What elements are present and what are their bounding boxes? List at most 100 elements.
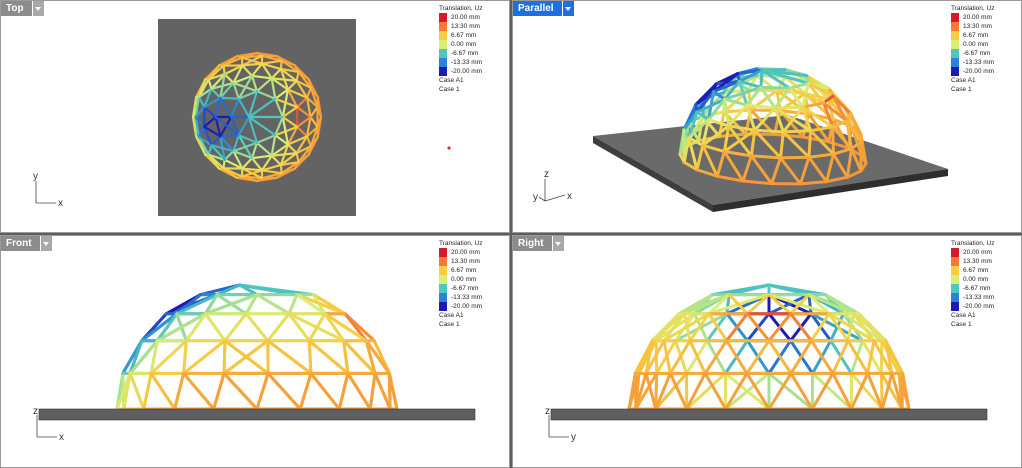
viewport-right[interactable]: Right z y Translation, Uz 20.00 mm 13.30 m… <box>512 235 1022 468</box>
axis-label-y: y <box>33 171 38 182</box>
dome-member <box>305 96 312 119</box>
dome-member <box>286 88 299 109</box>
dome-member <box>298 371 313 411</box>
dome-member <box>809 312 831 343</box>
dome-member <box>745 85 763 107</box>
dome-member <box>884 339 894 375</box>
chevron-down-icon[interactable] <box>39 236 52 251</box>
dome-member <box>241 62 264 67</box>
dome-member <box>260 62 273 80</box>
dome-member <box>279 161 300 167</box>
dome-member <box>232 134 240 153</box>
legend-case: Case 1 <box>951 321 972 328</box>
dome-member <box>368 371 377 411</box>
chevron-down-icon[interactable] <box>551 236 564 251</box>
dome-member <box>255 134 277 144</box>
dome-member <box>364 339 391 375</box>
viewport-title: Top <box>1 1 32 16</box>
dome-member <box>722 124 731 154</box>
legend-entry: -13.33 mm <box>439 58 505 67</box>
dome-member <box>197 135 213 147</box>
dome-member <box>207 153 226 161</box>
dome-member <box>727 283 771 297</box>
legend-entry: -13.33 mm <box>951 58 1017 67</box>
dome-member <box>240 169 264 178</box>
viewport-parallel[interactable]: Parallel z y x Translation, Uz 20.00 mm 13… <box>512 0 1022 233</box>
dome-member <box>297 70 313 89</box>
dome-member <box>695 168 719 178</box>
dome-member <box>142 371 153 411</box>
dome-member <box>722 108 753 114</box>
dome-member <box>280 59 300 73</box>
dome-member <box>346 371 372 411</box>
viewport-title: Right <box>513 236 552 251</box>
dome-member <box>295 135 309 155</box>
dome-member <box>900 371 905 411</box>
legend-swatch <box>951 284 959 293</box>
dome-member <box>280 161 300 175</box>
dome-member <box>723 97 731 128</box>
dome-member <box>811 371 853 411</box>
legend-value: -20.00 mm <box>963 68 995 75</box>
chevron-down-icon[interactable] <box>31 1 44 16</box>
dome-member <box>182 339 227 375</box>
dome-member <box>250 141 259 160</box>
dome-member <box>701 124 731 147</box>
dome-member <box>270 77 277 100</box>
dome-member <box>662 312 711 343</box>
chevron-down-icon[interactable] <box>561 1 574 16</box>
dome-member <box>845 119 853 151</box>
axis-widget <box>35 181 56 204</box>
dome-member <box>212 371 226 411</box>
dome-member <box>633 339 654 375</box>
dome-member <box>149 371 177 411</box>
legend-entry: -6.67 mm <box>951 284 1017 293</box>
legend-title: Translation, Uz <box>951 5 995 12</box>
viewport-tab-right[interactable]: Right <box>513 236 564 251</box>
viewport-tab-front[interactable]: Front <box>1 236 52 251</box>
dome-member <box>807 112 831 144</box>
legend-value: 20.00 mm <box>451 14 480 21</box>
dome-member <box>309 105 319 119</box>
dome-member <box>849 147 863 173</box>
dome-member <box>255 293 291 316</box>
legend: Translation, Uz 20.00 mm 13.30 mm 6.67 mm 0.… <box>439 239 505 329</box>
legend-entry: 20.00 mm <box>439 248 505 257</box>
legend-value: -13.33 mm <box>451 294 483 301</box>
viewport-front[interactable]: Front z x Translation, Uz 20.00 mm 13.30 m… <box>0 235 510 468</box>
legend-entry: -13.33 mm <box>951 293 1017 302</box>
dome-member <box>203 125 213 147</box>
viewport-tab-top[interactable]: Top <box>1 1 44 16</box>
dome-member <box>140 312 179 343</box>
dome-member <box>749 154 783 160</box>
dome-member <box>737 79 763 89</box>
dome-member <box>149 339 159 375</box>
dome-member <box>662 312 686 343</box>
base-plate <box>550 408 988 421</box>
dome-member <box>295 152 300 164</box>
dome-member <box>747 74 759 92</box>
viewport-tab-parallel[interactable]: Parallel <box>513 1 574 16</box>
dome-member <box>270 77 290 91</box>
dome-member <box>688 312 711 343</box>
dome-member <box>281 115 290 146</box>
dome-member <box>807 155 829 184</box>
dome-member <box>845 169 863 179</box>
dome-member <box>644 339 654 375</box>
legend-entry: 6.67 mm <box>951 31 1017 40</box>
dome-member <box>852 312 876 343</box>
legend-entry: 6.67 mm <box>951 266 1017 275</box>
dome-member <box>767 293 811 316</box>
axis-widget <box>548 415 569 438</box>
dome-member <box>223 64 244 76</box>
dome-member <box>223 312 248 343</box>
legend-swatch <box>951 275 959 284</box>
dome-member <box>745 293 771 316</box>
dome-member <box>219 96 240 100</box>
dome-member <box>240 54 264 59</box>
dome-member <box>279 59 283 71</box>
legend-swatch <box>951 257 959 266</box>
dome-member <box>760 68 792 90</box>
viewport-top[interactable]: Top y x Translation, Uz 20.00 mm 13.30 mm 6… <box>0 0 510 233</box>
dome-member <box>745 103 757 132</box>
